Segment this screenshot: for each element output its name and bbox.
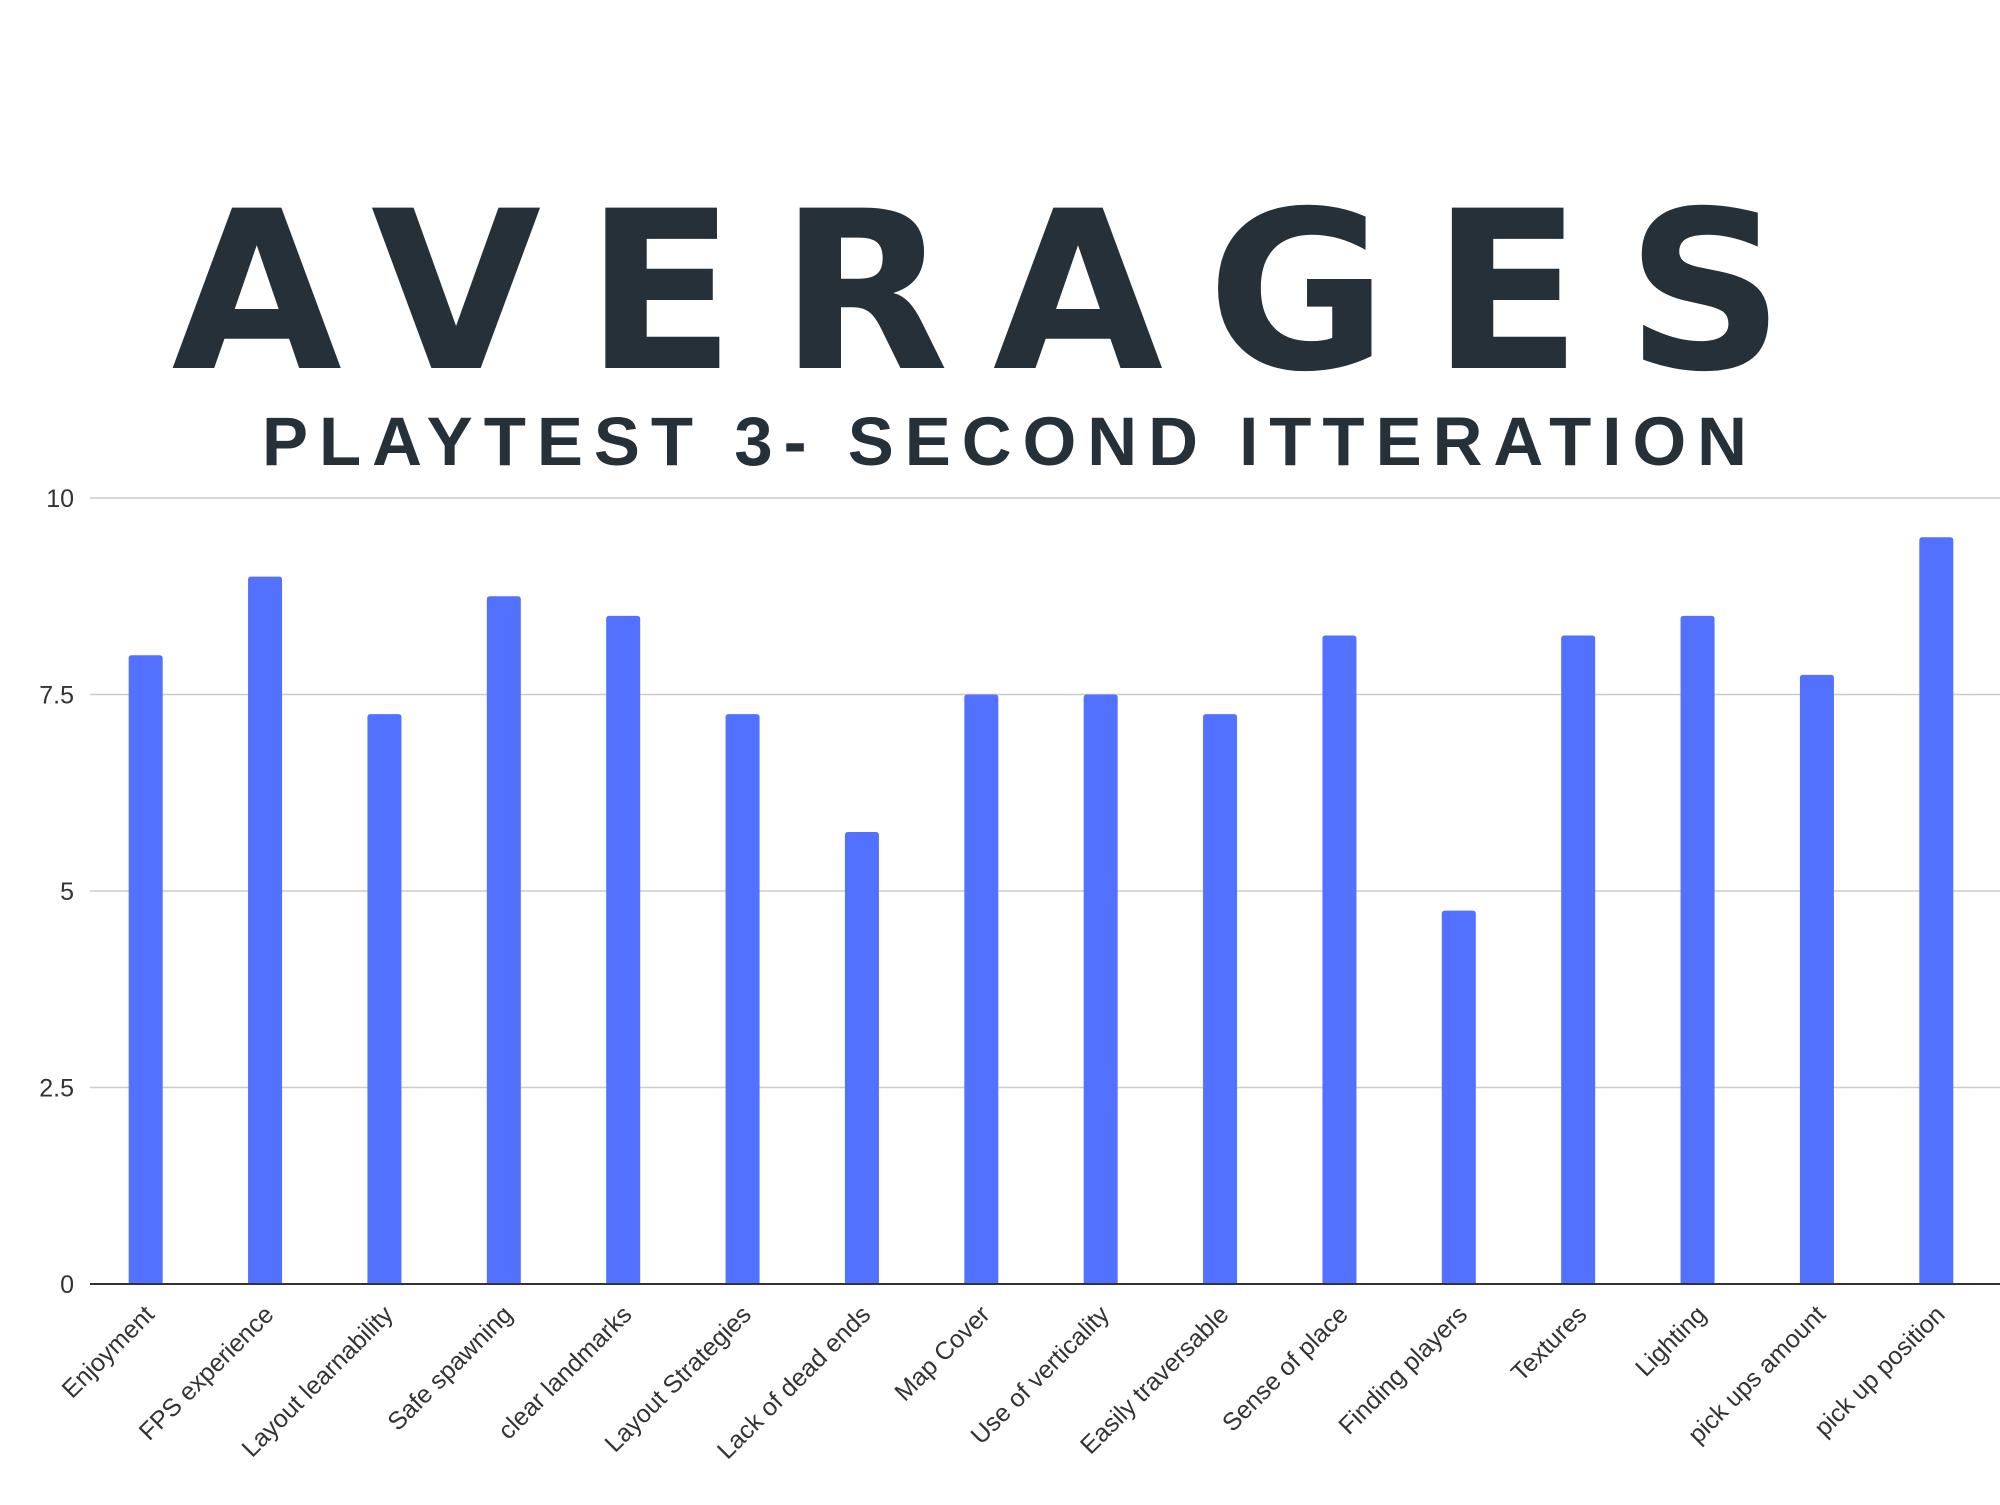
bar <box>248 576 283 1284</box>
x-tick-label: Enjoyment <box>57 1300 160 1403</box>
bar <box>1680 615 1715 1284</box>
bar <box>844 832 879 1284</box>
bar <box>964 694 999 1284</box>
y-tick-label: 10 <box>46 485 74 513</box>
x-tick-label: Textures <box>1506 1300 1593 1387</box>
bar <box>128 655 163 1284</box>
bar <box>1083 694 1118 1284</box>
x-tick-label: Safe spawning <box>382 1300 518 1436</box>
x-tick-label: Map Cover <box>889 1300 995 1406</box>
bar <box>1561 635 1596 1284</box>
x-tick-label: Sense of place <box>1217 1300 1354 1437</box>
y-tick-label: 5 <box>60 878 74 906</box>
y-tick-label: 7.5 <box>39 682 74 710</box>
chart-title: AVERAGES <box>172 164 1829 420</box>
bar <box>486 596 521 1284</box>
chart-subtitle: PLAYTEST 3- SECOND ITTERATION <box>262 403 1758 480</box>
bar <box>1441 910 1476 1284</box>
x-tick-label: pick up position <box>1809 1300 1951 1442</box>
bar <box>1799 674 1834 1284</box>
y-tick-label: 2.5 <box>39 1075 74 1103</box>
x-tick-label: Lighting <box>1630 1300 1712 1382</box>
bar <box>725 714 760 1284</box>
y-tick-label: 0 <box>60 1271 74 1299</box>
bar <box>1322 635 1357 1284</box>
bar <box>606 615 641 1284</box>
bar <box>1919 537 1954 1284</box>
bars <box>128 537 1954 1284</box>
y-axis-ticks: 0 2.5 5 7.5 10 <box>39 485 74 1299</box>
bar <box>1203 714 1238 1284</box>
bar <box>367 714 402 1284</box>
x-tick-label: Finding players <box>1333 1300 1473 1440</box>
